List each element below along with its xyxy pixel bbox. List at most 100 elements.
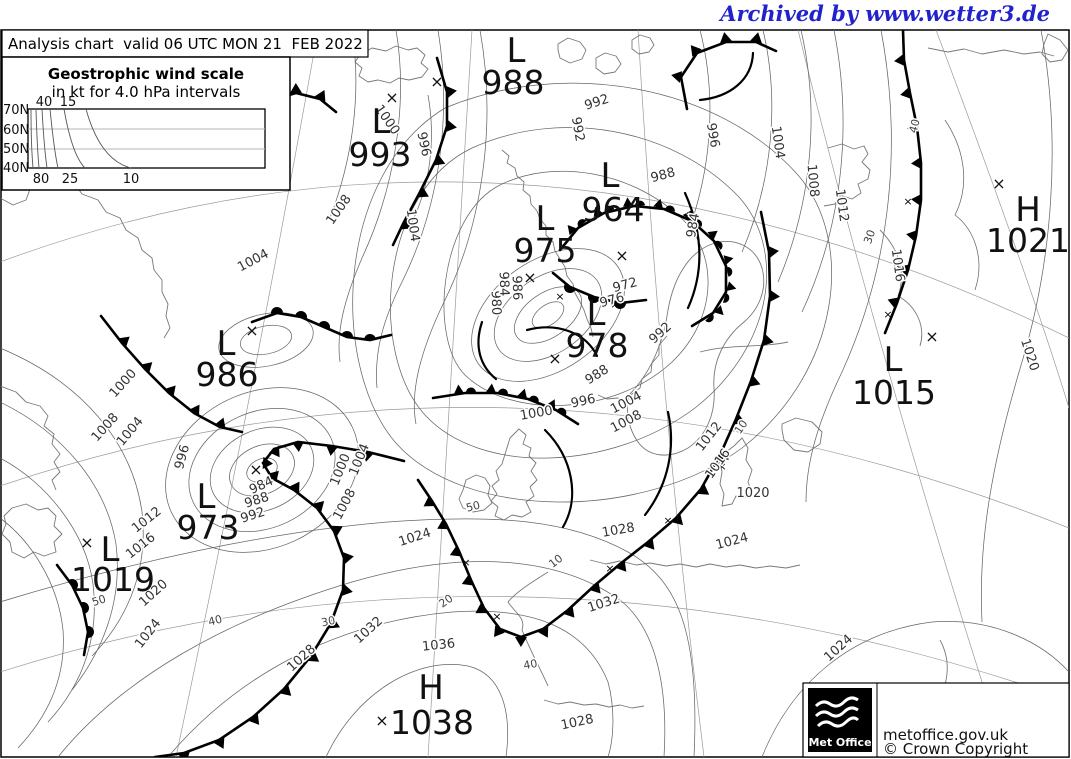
metoffice-waves-icon-shape (816, 716, 860, 728)
pressure-center-cross: × (430, 72, 443, 91)
isobar-label: 1008 (331, 486, 360, 522)
occluded-front (558, 197, 737, 328)
front-tail (698, 51, 755, 102)
pressure-center-cross: × (385, 88, 398, 107)
front-cross-mark: × (555, 290, 564, 303)
isobar-label: 988 (583, 362, 612, 388)
isobar-label: 1028 (601, 520, 636, 541)
occluded-front (431, 383, 580, 426)
isobars-shape (1, 518, 64, 749)
isobars-shape (1, 348, 144, 657)
wind-scale-diagram (27, 108, 266, 169)
coastlines-shape (781, 417, 823, 453)
isobars-shape (777, 30, 812, 283)
coastlines-shape (699, 341, 789, 353)
pressure-center-value: 973 (177, 508, 240, 547)
scale-top-15: 15 (60, 95, 77, 110)
isobar-label: 996 (703, 122, 722, 149)
coastlines-shape (57, 171, 171, 339)
isobar-label: 992 (239, 505, 267, 527)
isobar-label: 996 (414, 131, 434, 158)
wind-speed-label: 50 (465, 499, 482, 515)
wind-speed-label: 10 (546, 552, 565, 571)
pressure-center-letter: L (536, 199, 555, 239)
wind-speed-label: 40 (907, 118, 923, 135)
isobar-label: 1024 (397, 525, 433, 549)
isobar-label: 986 (509, 275, 525, 300)
wind-speed-label: 30 (861, 228, 878, 246)
isobar-label: 1008 (323, 192, 354, 228)
pressure-center-letter: L (372, 102, 391, 142)
lat-label-70n: 70N (3, 103, 29, 118)
pressure-center-value: 993 (349, 135, 412, 174)
lat-label-40n: 40N (3, 161, 29, 176)
metoffice-box: Met Office metoffice.gov.uk © Crown Copy… (802, 682, 1070, 758)
upper-front (477, 320, 498, 381)
coastlines-shape (927, 47, 1055, 57)
pressure-center-cross: × (992, 174, 1005, 193)
pressure-center-value: 988 (482, 63, 545, 102)
title-box-shape (1, 29, 369, 58)
wind-speed-label: 50 (90, 592, 107, 609)
pressure-center-value: 1038 (390, 703, 474, 742)
coastlines-shape (543, 699, 645, 709)
isobar-label: 1028 (560, 712, 595, 734)
wind-scale-subtitle: in kt for 4.0 hPa intervals (52, 83, 241, 101)
coastlines-shape (1, 385, 61, 491)
isobar-label: 1020 (736, 486, 769, 501)
front-cross-mark: × (717, 460, 726, 473)
cold-front (391, 56, 457, 247)
isobar-label: 1016 (123, 530, 158, 562)
front-cross-mark: × (492, 610, 501, 623)
wind-scale-title: Geostrophic wind scale (48, 65, 244, 83)
pressure-center-value: 1021 (986, 221, 1070, 260)
pressure-center-cross: × (80, 533, 93, 552)
archived-banner: Archived by www.wetter3.de (718, 1, 1050, 26)
pressure-center-letter: L (197, 477, 216, 517)
pressure-center-cross: × (523, 268, 536, 287)
pressure-center-cross: × (925, 327, 938, 346)
isobars-shape (944, 119, 980, 291)
pressure-center-cross: × (375, 711, 388, 730)
analysis-title: Analysis chart valid 06 UTC MON 21 FEB 2… (8, 35, 363, 53)
isobar-label: 1000 (519, 403, 554, 424)
front-cross-mark: × (663, 514, 672, 527)
pressure-center-letter: L (884, 340, 903, 380)
graticule-shape (797, 30, 1007, 757)
lat-label-60n: 60N (3, 123, 29, 138)
isobar-label: 992 (646, 320, 674, 348)
graticule-shape (637, 30, 705, 757)
isobar-label: 988 (649, 165, 677, 186)
wind-speed-label: 40 (207, 613, 224, 629)
graticule-shape (1, 407, 1069, 529)
isobar-label: 1024 (132, 616, 164, 651)
isobar-label: 992 (568, 116, 587, 143)
cold-front (416, 210, 780, 647)
metoffice-logo (808, 688, 872, 752)
isobar-label: 1024 (821, 632, 856, 665)
footer-copyright: © Crown Copyright (883, 740, 1028, 758)
pressure-center-value: 986 (196, 355, 259, 394)
isobars-shape (741, 30, 773, 253)
wind-scale-curves-shape (30, 108, 34, 169)
pressure-center-letter: L (601, 156, 620, 196)
scale-bottom-25: 25 (62, 172, 79, 187)
isobars-shape (1, 402, 118, 691)
isobars-shape (980, 30, 1053, 623)
metoffice-waves-icon (814, 696, 860, 728)
wind-scale-curves-shape (35, 108, 40, 169)
isobar-label: 1020 (1017, 337, 1041, 373)
isobar-label: 996 (570, 392, 597, 412)
pressure-center-letter: L (101, 530, 120, 570)
isobar-label: 1032 (586, 591, 622, 615)
coastlines-shape (354, 45, 429, 84)
warm-front (250, 307, 393, 342)
front-cross-mark: × (891, 258, 900, 271)
upper-front (543, 428, 574, 529)
upper-front (643, 410, 673, 517)
pressure-center-value: 964 (582, 190, 645, 229)
wind-scale-curves-shape (41, 108, 48, 169)
isobars-shape (761, 620, 1069, 757)
